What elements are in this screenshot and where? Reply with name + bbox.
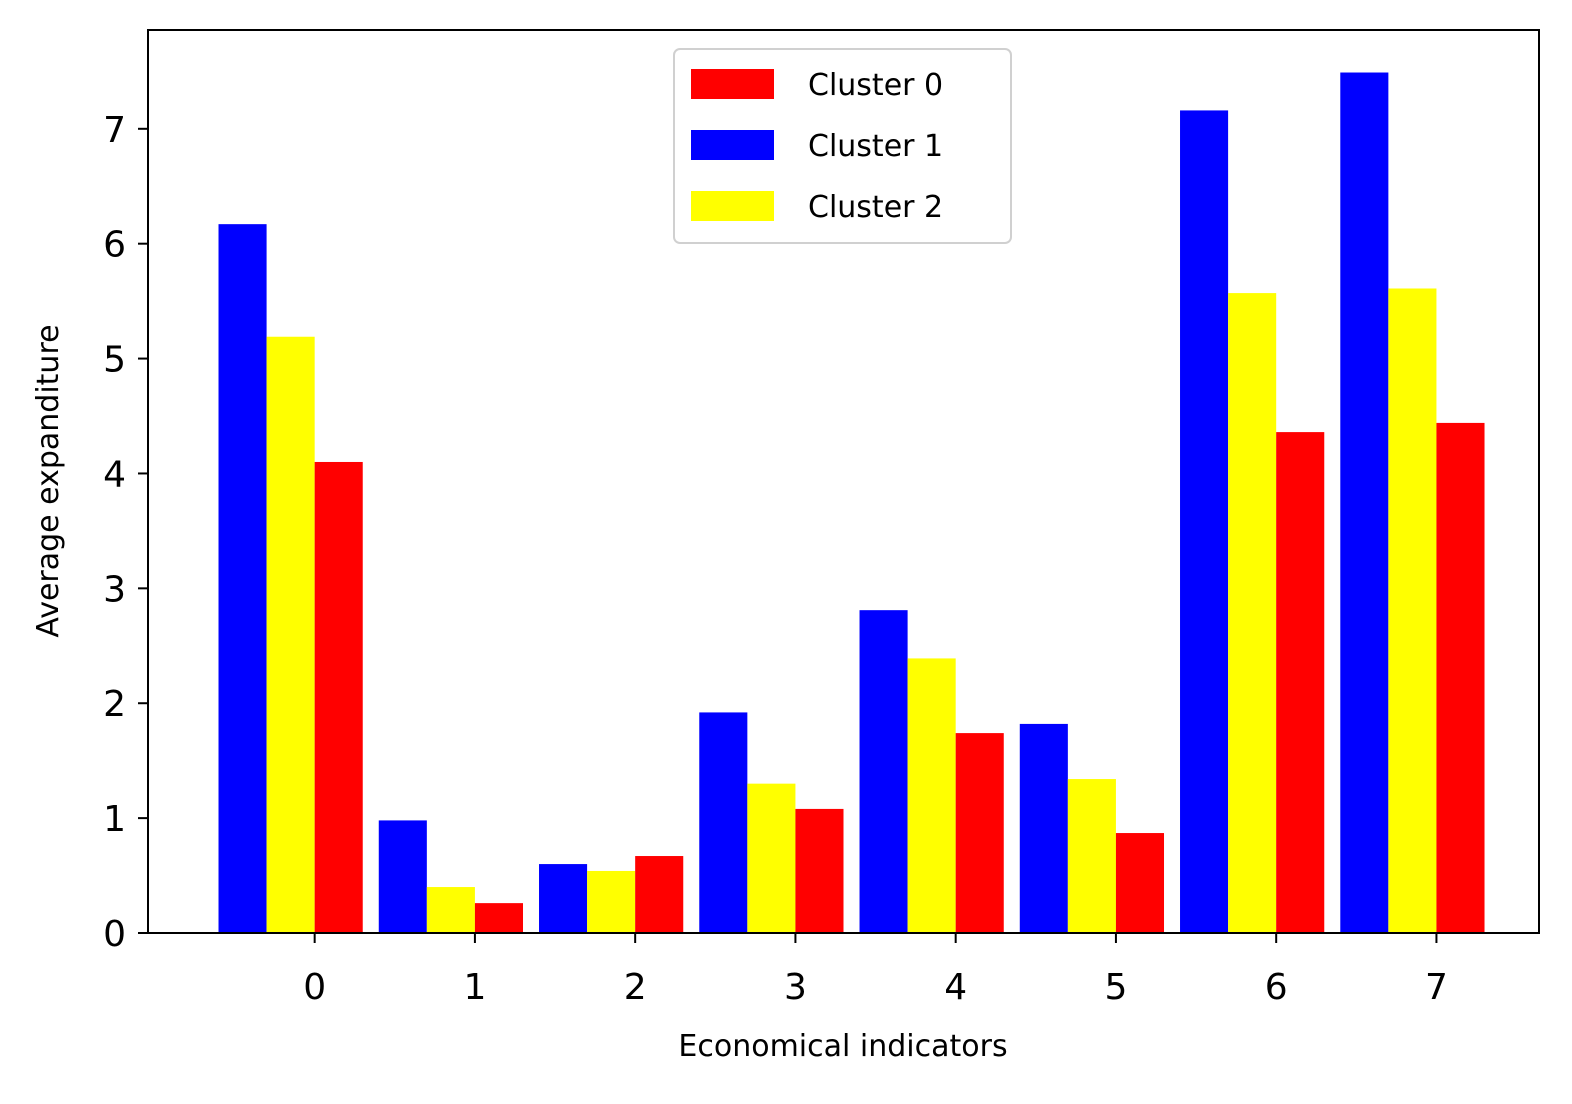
legend-swatch-cluster-1 (691, 130, 774, 160)
y-tick-label-2: 2 (103, 684, 126, 725)
bar-cluster-2-3 (747, 783, 796, 933)
legend-swatch-cluster-2 (691, 191, 774, 221)
bar-cluster-0-7 (1436, 422, 1485, 933)
bar-cluster-1-2 (539, 864, 588, 933)
bar-cluster-1-3 (699, 712, 748, 933)
legend-label-cluster-2: Cluster 2 (808, 190, 943, 225)
x-tick-label-5: 5 (1104, 967, 1127, 1008)
bar-cluster-2-7 (1388, 288, 1437, 933)
bar-cluster-1-5 (1019, 723, 1068, 933)
bar-cluster-0-1 (474, 903, 523, 933)
bar-cluster-1-7 (1340, 72, 1389, 933)
x-tick-label-2: 2 (624, 967, 647, 1008)
legend-label-cluster-1: Cluster 1 (808, 129, 943, 164)
bar-cluster-0-0 (314, 461, 363, 933)
y-tick-label-3: 3 (103, 569, 126, 610)
x-axis-ticks: 0 1 2 3 4 5 6 7 (303, 933, 1448, 1008)
bar-cluster-1-1 (378, 820, 427, 933)
bar-cluster-1-4 (859, 610, 908, 933)
bar-cluster-0-4 (955, 733, 1004, 933)
y-axis-ticks: 0 1 2 3 4 5 6 7 (103, 110, 148, 955)
legend-items: Cluster 0 Cluster 1 Cluster 2 (691, 68, 943, 225)
bar-cluster-2-6 (1228, 293, 1277, 934)
plot-frame (147, 29, 1540, 934)
y-tick-label-4: 4 (103, 454, 126, 495)
y-tick-label-6: 6 (103, 225, 126, 266)
bar-cluster-2-5 (1067, 779, 1116, 933)
x-tick-label-1: 1 (463, 967, 486, 1008)
x-tick-label-3: 3 (784, 967, 807, 1008)
y-tick-label-7: 7 (103, 110, 126, 151)
bar-cluster-1-0 (218, 224, 267, 933)
y-tick-label-0: 0 (103, 914, 126, 955)
legend-label-cluster-0: Cluster 0 (808, 68, 943, 103)
bar-cluster-2-2 (587, 870, 636, 933)
y-axis-label: Average expanditure (31, 324, 66, 637)
bars-layer (218, 72, 1485, 934)
bar-cluster-1-6 (1180, 110, 1229, 934)
bar-cluster-2-1 (426, 887, 475, 933)
legend-swatch-cluster-0 (691, 69, 774, 99)
bar-cluster-0-6 (1276, 432, 1325, 933)
legend: Cluster 0 Cluster 1 Cluster 2 (673, 48, 1012, 244)
y-tick-label-1: 1 (103, 799, 126, 840)
bar-cluster-2-0 (266, 336, 315, 933)
x-tick-label-4: 4 (944, 967, 967, 1008)
bar-cluster-2-4 (907, 658, 956, 933)
bar-cluster-0-2 (635, 856, 684, 933)
bar-cluster-0-3 (795, 808, 844, 933)
x-axis-label: Economical indicators (678, 1029, 1007, 1064)
x-tick-label-7: 7 (1425, 967, 1448, 1008)
x-tick-label-6: 6 (1265, 967, 1288, 1008)
x-tick-label-0: 0 (303, 967, 326, 1008)
y-tick-label-5: 5 (103, 340, 126, 381)
bar-cluster-0-5 (1115, 833, 1165, 933)
